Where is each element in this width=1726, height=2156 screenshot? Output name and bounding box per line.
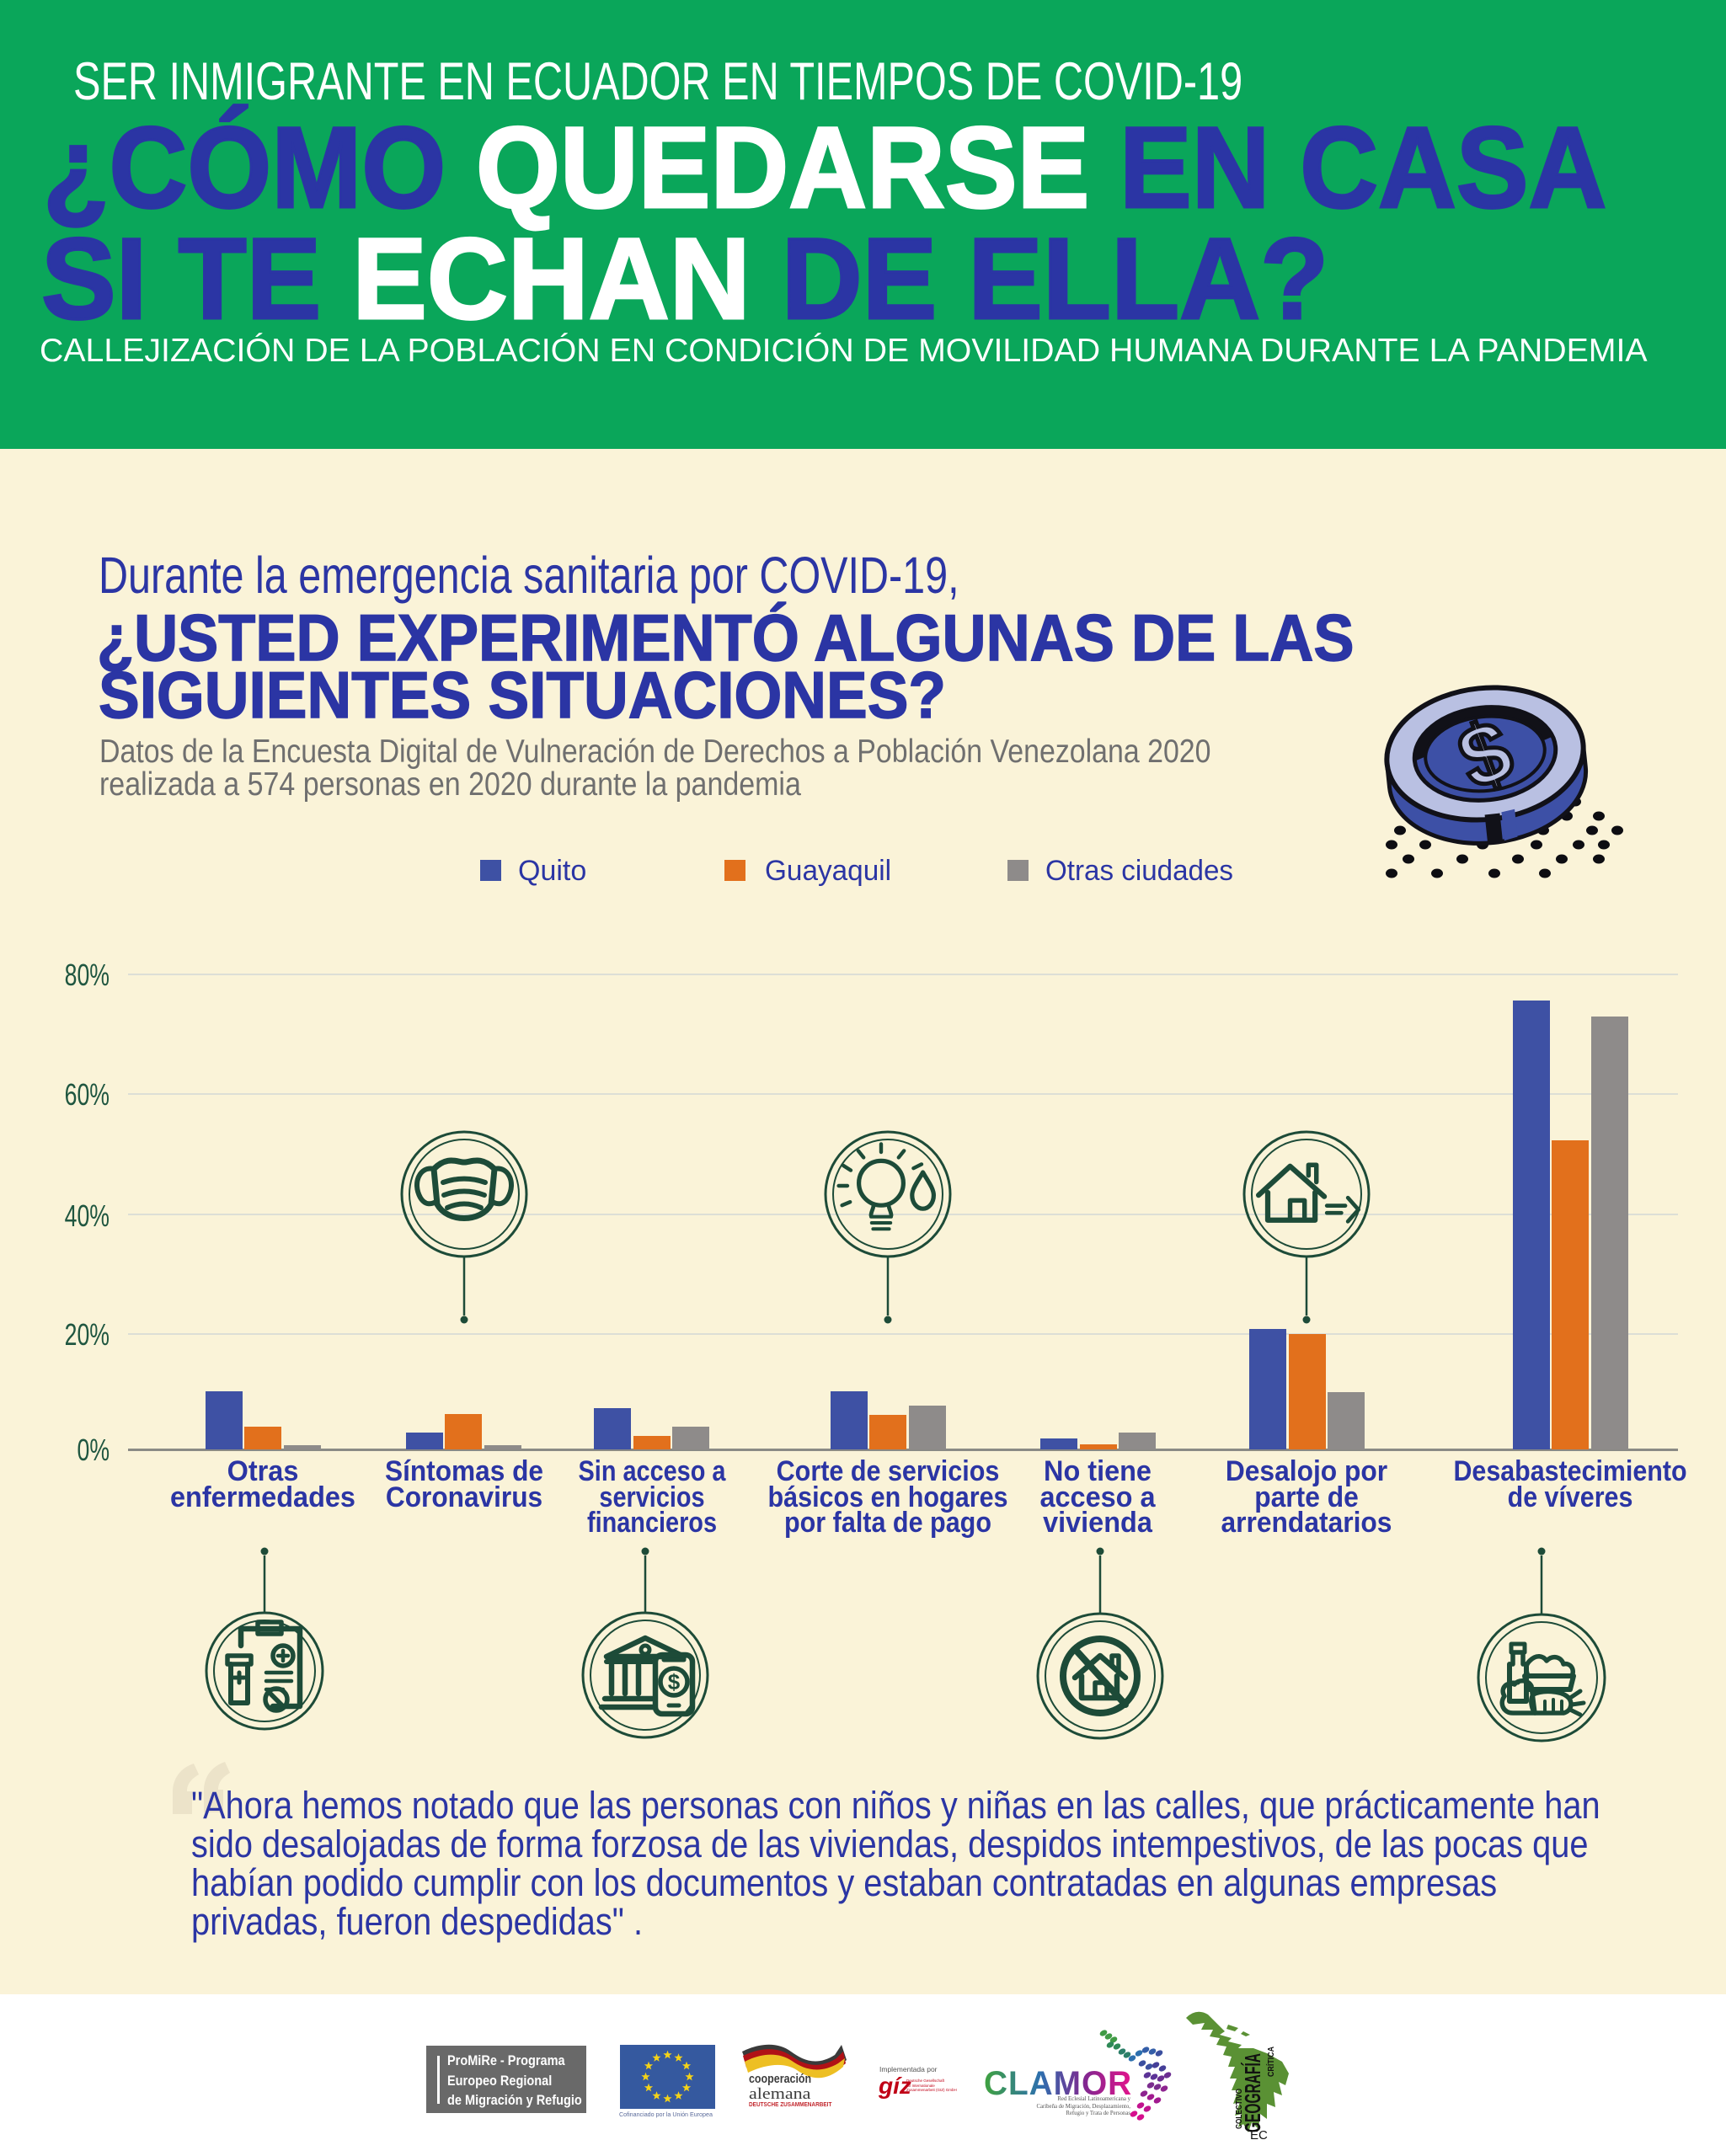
svg-text:COLECTIVO: COLECTIVO (1235, 2089, 1244, 2129)
svg-text:CRÍTICA: CRÍTICA (1265, 2047, 1276, 2077)
svg-text:$: $ (668, 1669, 681, 1694)
svg-text:EC: EC (1250, 2128, 1268, 2143)
svg-text:GEOGRAFÍA: GEOGRAFÍA (1240, 2053, 1265, 2132)
